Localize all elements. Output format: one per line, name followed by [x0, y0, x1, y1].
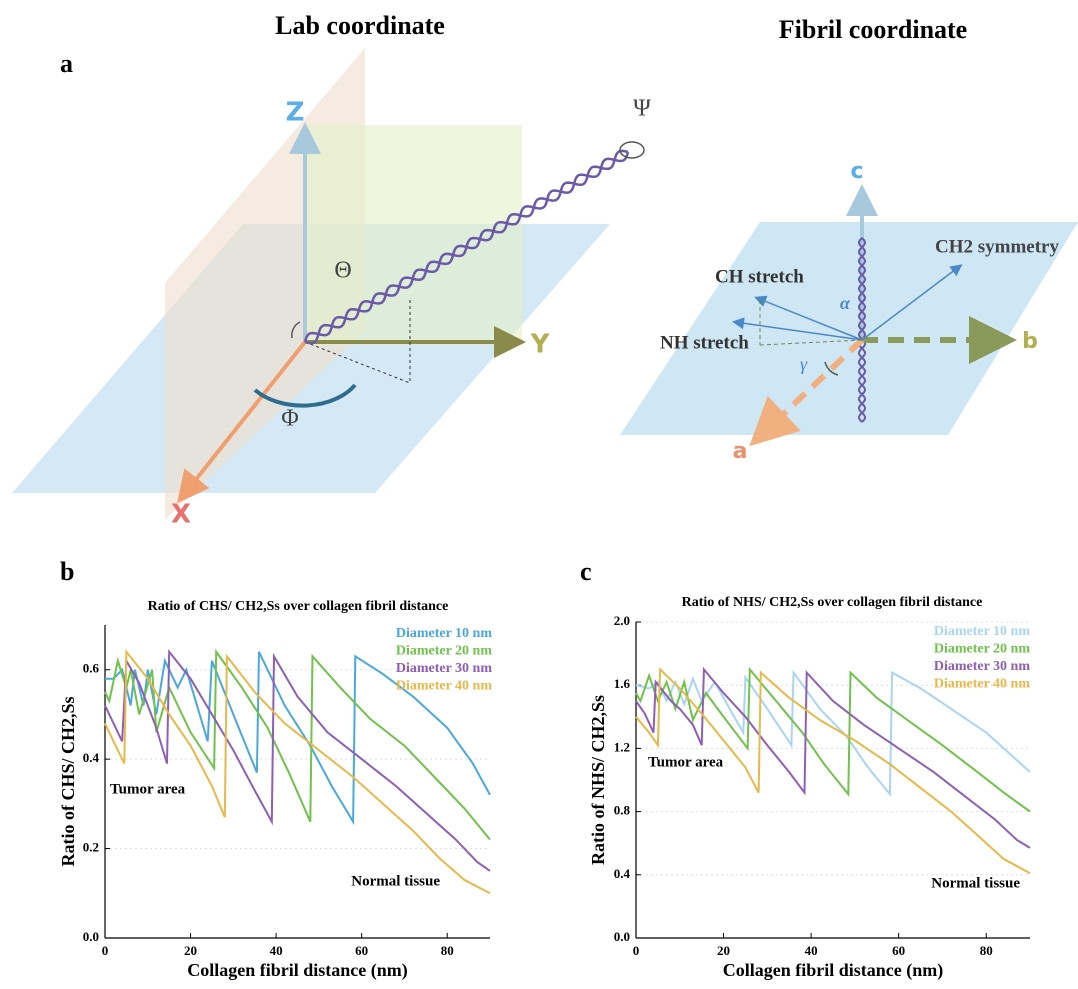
series-line	[635, 667, 1031, 875]
y-tick-label: 0.8	[614, 803, 631, 818]
phi-label: Φ	[281, 406, 299, 432]
fibril-title: Fibril coordinate	[779, 15, 967, 44]
x-axis-label: Collagen fibril distance (nm)	[723, 960, 944, 981]
series-line	[104, 648, 491, 841]
annotation: Tumor area	[648, 754, 724, 770]
y-tick-label: 0.4	[83, 750, 100, 765]
z-label: Z	[286, 98, 305, 128]
chart: 0.0 0.2 0.4 0.6 0 20 40 60 80 Diameter 10 nm Diame…	[58, 599, 492, 981]
ch2-label: CH2 symmetry	[935, 236, 1059, 257]
series-line	[635, 666, 1031, 849]
y-tick-label: 0.4	[614, 866, 631, 881]
a-axis	[749, 337, 865, 447]
legend-entry: Diameter 20 nm	[934, 642, 1030, 657]
x-tick-label: 60	[892, 943, 905, 958]
panel-label: a	[60, 49, 73, 78]
y-tick-label: 1.2	[614, 739, 630, 754]
chart: 0.0 0.4 0.8 1.2 1.6 2.0 0 20 40 60 80 Diameter 10 n…	[588, 595, 1031, 981]
panel-label: b	[60, 557, 74, 586]
y-tick-label: 0.6	[83, 661, 100, 676]
fibril-diagram: c b a CH stretch NH stretch CH2 symmetry…	[620, 159, 1078, 464]
legend-entry: Diameter 40 nm	[934, 677, 1030, 692]
y-label: Y	[530, 330, 551, 360]
panel-label: c	[580, 557, 592, 586]
alpha-label: α	[840, 293, 851, 313]
x-tick-label: 40	[805, 943, 818, 958]
ch-label: CH stretch	[715, 266, 804, 287]
b-label: b	[1022, 329, 1038, 354]
legend-entry: Diameter 30 nm	[934, 659, 1030, 674]
projection	[759, 339, 863, 346]
y-axis-label: Ratio of CHS/ CH2,Ss	[58, 696, 78, 866]
series-line	[635, 666, 1031, 813]
series-line	[104, 649, 491, 872]
x-label: X	[171, 500, 191, 530]
theta-arc	[291, 321, 301, 339]
annotation: Normal tissue	[351, 873, 440, 889]
legend-entry: Diameter 10 nm	[934, 624, 1030, 639]
gamma-label: γ	[800, 354, 808, 374]
annotation: Normal tissue	[931, 875, 1020, 891]
y-tick-label: 1.6	[614, 676, 631, 691]
y-tick-label: 0.2	[83, 840, 99, 855]
fibril-helix	[857, 237, 867, 423]
y-tick-label: 0.0	[614, 929, 630, 944]
c-label: c	[850, 159, 863, 184]
x-tick-label: 80	[980, 943, 993, 958]
chart-title: Ratio of NHS/ CH2,Ss over collagen fibri…	[682, 595, 983, 610]
y-axis-label: Ratio of NHS/ CH2,Ss	[588, 695, 608, 865]
x-tick-label: 0	[102, 943, 109, 958]
ch-vector	[754, 295, 863, 341]
x-axis-label: Collagen fibril distance (nm)	[187, 960, 408, 981]
gamma-arc	[824, 361, 839, 376]
nh-label: NH stretch	[660, 332, 749, 353]
x-tick-label: 0	[633, 943, 640, 958]
chart-title: Ratio of CHS/ CH2,Ss over collagen fibri…	[148, 599, 449, 614]
projection	[304, 341, 411, 384]
series-line	[635, 669, 1031, 797]
legend-entry: Diameter 30 nm	[396, 661, 492, 676]
psi-label: Ψ	[633, 96, 651, 122]
x-tick-label: 20	[184, 943, 197, 958]
fibril-helix	[303, 149, 630, 345]
x-tick-label: 80	[441, 943, 454, 958]
x-tick-label: 20	[717, 943, 730, 958]
annotation: Tumor area	[110, 781, 186, 797]
yz-plane	[305, 125, 522, 345]
legend-entry: Diameter 10 nm	[396, 626, 492, 641]
y-tick-label: 2.0	[614, 613, 630, 628]
series-line	[105, 651, 491, 826]
psi-rotation	[619, 141, 645, 159]
lab-title: Lab coordinate	[275, 11, 445, 40]
x-tick-label: 40	[270, 943, 283, 958]
legend-entry: Diameter 40 nm	[396, 679, 492, 694]
ch2-vector	[861, 264, 963, 341]
fibril-plane	[620, 222, 1078, 435]
x-axis	[177, 340, 307, 504]
legend-entry: Diameter 20 nm	[396, 644, 492, 659]
phi-arc	[253, 383, 357, 408]
a-label: a	[733, 439, 748, 464]
theta-label: Θ	[334, 258, 351, 284]
series-line	[104, 649, 491, 895]
y-tick-label: 0.0	[83, 929, 99, 944]
x-tick-label: 60	[355, 943, 368, 958]
lab-diagram: Z Y X Θ Φ Ψ	[12, 48, 651, 530]
nh-vector	[732, 317, 863, 341]
